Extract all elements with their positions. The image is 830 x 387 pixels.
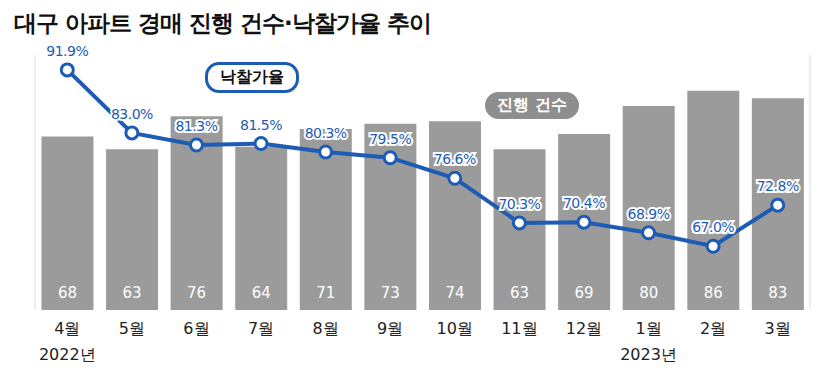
svg-text:2022년: 2022년: [39, 345, 96, 364]
svg-text:2월: 2월: [700, 319, 726, 338]
svg-text:83: 83: [768, 284, 787, 302]
svg-text:68: 68: [58, 284, 77, 302]
svg-text:69: 69: [575, 284, 594, 302]
svg-text:11월: 11월: [501, 319, 537, 338]
svg-text:4월: 4월: [54, 319, 80, 338]
svg-text:80: 80: [639, 284, 658, 302]
svg-text:8월: 8월: [313, 319, 339, 338]
svg-text:91.9%: 91.9%: [46, 43, 88, 59]
svg-text:70.3%: 70.3%: [498, 196, 540, 212]
svg-text:81.5%: 81.5%: [240, 117, 282, 133]
svg-text:68.9%: 68.9%: [628, 206, 670, 222]
svg-text:67.0%: 67.0%: [692, 219, 734, 235]
svg-text:70.4%: 70.4%: [563, 195, 605, 211]
svg-text:80.3%: 80.3%: [305, 125, 347, 141]
svg-text:5월: 5월: [119, 319, 145, 338]
svg-text:9월: 9월: [377, 319, 403, 338]
svg-text:71: 71: [316, 284, 335, 302]
svg-text:3월: 3월: [765, 319, 791, 338]
svg-text:7월: 7월: [248, 319, 274, 338]
svg-text:63: 63: [510, 284, 529, 302]
svg-text:81.3%: 81.3%: [175, 118, 217, 134]
html-text:대구 아파트 경매 진행 건수·낙찰가율 추이: 대구 아파트 경매 진행 건수·낙찰가율 추이: [14, 10, 431, 36]
svg-text:76: 76: [187, 284, 206, 302]
svg-text:76.6%: 76.6%: [434, 151, 476, 167]
svg-text:64: 64: [252, 284, 271, 302]
svg-text:83.0%: 83.0%: [111, 106, 153, 122]
svg-text:72.8%: 72.8%: [757, 178, 799, 194]
svg-text:2023년: 2023년: [620, 345, 677, 364]
html-text:낙찰가율: 낙찰가율: [220, 67, 284, 86]
svg-text:10월: 10월: [437, 319, 473, 338]
svg-text:86: 86: [704, 284, 723, 302]
html-text:진행 건수: 진행 건수: [497, 95, 567, 114]
svg-text:74: 74: [445, 284, 464, 302]
svg-text:73: 73: [381, 284, 400, 302]
svg-text:63: 63: [122, 284, 141, 302]
svg-text:1월: 1월: [635, 319, 661, 338]
svg-text:79.5%: 79.5%: [369, 131, 411, 147]
svg-text:12월: 12월: [566, 319, 602, 338]
svg-text:6월: 6월: [183, 319, 209, 338]
